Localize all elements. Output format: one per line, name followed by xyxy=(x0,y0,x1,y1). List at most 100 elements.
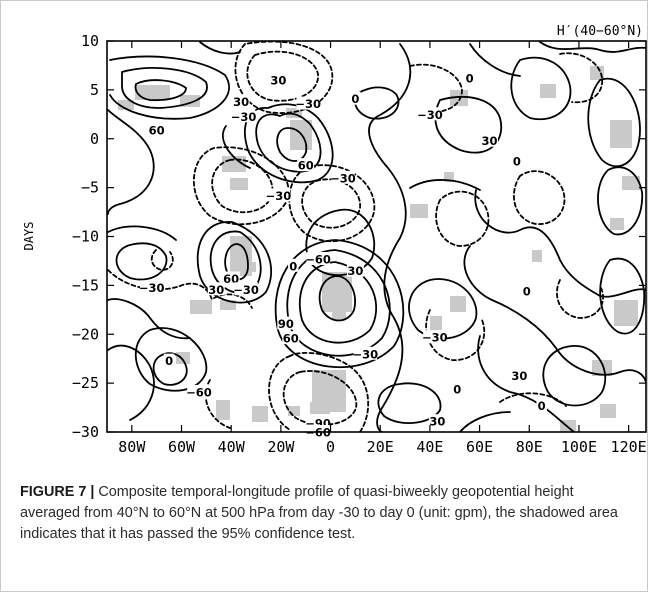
contour-line xyxy=(425,309,486,361)
confidence-patch xyxy=(252,406,268,422)
contour-line xyxy=(115,242,168,281)
contour-line xyxy=(289,351,370,432)
confidence-patch xyxy=(614,300,638,326)
confidence-patch xyxy=(444,172,454,182)
contour-label: 0 xyxy=(165,354,173,368)
contour-line xyxy=(499,392,567,407)
contour-label-bg xyxy=(231,109,256,123)
x-tick-label: 40E xyxy=(416,438,443,456)
contour-line xyxy=(474,189,646,298)
y-tick-label: −15 xyxy=(72,276,99,294)
contour-line xyxy=(196,221,273,304)
y-tick-label: −20 xyxy=(72,325,99,343)
y-tick-label: −25 xyxy=(72,374,99,392)
contour-line xyxy=(211,158,274,214)
contour-line xyxy=(204,379,231,429)
contour-label: 30 xyxy=(233,95,249,109)
contour-label: 30 xyxy=(482,134,498,148)
x-tick-labels: 80W 60W 40W 20W 0 20E 40E 60E 80E 100E 120E xyxy=(118,438,646,456)
confidence-patch xyxy=(230,178,248,190)
axis-ticks xyxy=(107,40,646,433)
contour-label: −30 xyxy=(295,97,321,111)
contour-label-bg xyxy=(222,271,240,285)
contour-label: 60 xyxy=(283,332,299,346)
contour-label-bg xyxy=(306,251,330,265)
x-tick-label: 60W xyxy=(168,438,196,456)
contour-label-bg xyxy=(331,170,355,184)
x-tick-label: 120E xyxy=(611,438,647,456)
contour-line xyxy=(513,170,566,225)
contour-line xyxy=(282,370,358,426)
contour-line xyxy=(409,63,463,113)
contour-label: 0 xyxy=(466,72,474,86)
contour-label-bg xyxy=(139,280,164,294)
contour-line xyxy=(121,67,208,109)
confidence-patch xyxy=(176,352,190,364)
confidence-patch xyxy=(622,176,640,190)
contour-line xyxy=(463,245,646,385)
y-tick-label: 5 xyxy=(90,81,99,99)
chart-title: H′(40−60°N) xyxy=(557,24,643,39)
confidence-patch xyxy=(610,120,632,148)
y-tick-label: −10 xyxy=(72,228,99,246)
confidence-patch xyxy=(592,360,612,376)
contour-line xyxy=(556,279,604,319)
contour-label: 0 xyxy=(513,155,521,169)
contour-line xyxy=(274,239,405,368)
contour-label-bg xyxy=(266,188,291,202)
contour-line xyxy=(152,352,188,386)
caption-label: FIGURE 7 | xyxy=(20,484,95,500)
x-tick-label: 100E xyxy=(561,438,597,456)
contour-label-bg xyxy=(464,71,475,85)
contour-line xyxy=(305,208,376,276)
confidence-patch xyxy=(216,400,230,420)
contour-line xyxy=(354,86,400,120)
confidence-patch xyxy=(288,406,300,416)
x-tick-label: 80E xyxy=(516,438,543,456)
contour-line xyxy=(459,411,511,432)
contour-label: −30 xyxy=(417,108,443,122)
contour-line xyxy=(213,293,253,309)
contour-line xyxy=(298,261,378,344)
contour-label: −60 xyxy=(186,385,212,399)
contour-label: 30 xyxy=(511,369,527,383)
confidence-patch xyxy=(410,204,428,218)
contour-line xyxy=(597,166,644,236)
x-tick-label: 20E xyxy=(367,438,394,456)
x-tick-label: 60E xyxy=(466,438,493,456)
contour-line xyxy=(587,77,641,168)
contour-label-bg xyxy=(353,346,378,360)
confidence-patch xyxy=(286,108,302,118)
contour-label-bg xyxy=(288,258,299,272)
contour-label-bg xyxy=(234,282,258,296)
contour-line xyxy=(409,179,481,191)
contour-label: 0 xyxy=(538,399,546,413)
contour-label-bg xyxy=(481,133,499,147)
confidence-patch xyxy=(430,316,442,330)
confidence-patch xyxy=(450,90,468,106)
contour-label: −30 xyxy=(353,347,379,361)
contour-line xyxy=(301,178,361,229)
contour-line xyxy=(377,382,442,424)
confidence-patch xyxy=(242,262,256,272)
confidence-patch xyxy=(590,66,604,80)
contour-line xyxy=(246,50,319,102)
contour-label-bg xyxy=(521,284,533,298)
y-tick-label: 10 xyxy=(81,32,99,50)
confidence-patch xyxy=(450,296,466,312)
confidence-patch xyxy=(310,402,330,414)
contour-line xyxy=(222,125,251,169)
y-axis-label: DAYS xyxy=(22,222,36,251)
contour-label-bg xyxy=(510,368,528,382)
confidence-patch xyxy=(532,250,542,262)
contour-label: −30 xyxy=(139,281,165,295)
confidence-patch xyxy=(540,84,556,98)
contour-label-bg xyxy=(428,414,446,428)
contour-label-bg xyxy=(207,282,225,296)
contour-line xyxy=(469,43,521,77)
x-tick-label: 40W xyxy=(218,438,246,456)
contour-label-bg xyxy=(148,122,166,136)
contour-line xyxy=(318,275,356,322)
contour-line xyxy=(107,109,155,215)
